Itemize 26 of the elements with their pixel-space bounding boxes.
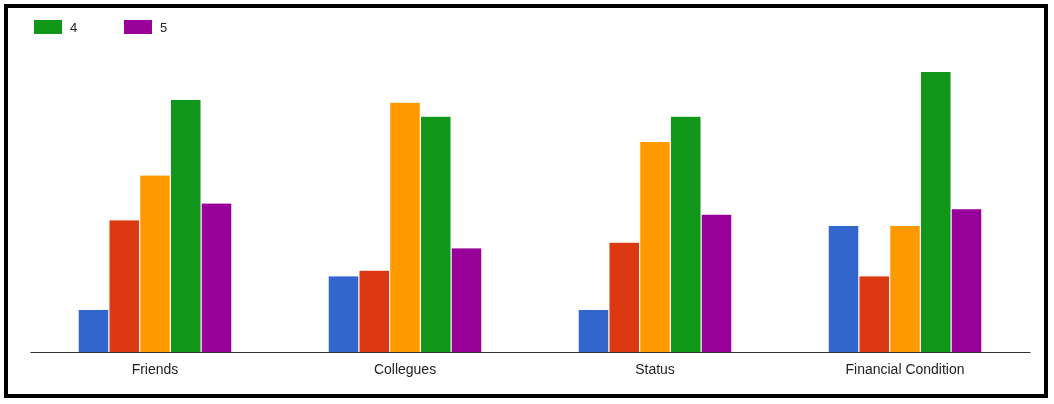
bar [109,220,140,352]
bar [859,276,890,352]
bar [78,310,109,352]
bar [390,102,420,352]
bar [920,72,951,352]
bar [140,175,170,352]
bar [359,270,390,352]
bar [420,116,451,352]
bar [828,226,859,352]
bar [170,100,201,352]
bar [951,209,982,352]
bar [890,226,920,352]
bar [609,242,640,352]
bar [328,276,359,352]
bar [640,142,670,352]
legend-label: 4 [70,19,78,35]
bar [701,214,732,352]
x-tick-label: Collegues [373,360,437,377]
bar [451,248,482,352]
x-tick-label: Friends [131,360,179,377]
x-tick-label: Financial Condition [845,360,965,377]
legend-label: 5 [160,19,168,35]
bar [578,310,609,352]
bar [670,116,701,352]
x-tick-label: Status [635,360,675,377]
bar [201,203,232,352]
